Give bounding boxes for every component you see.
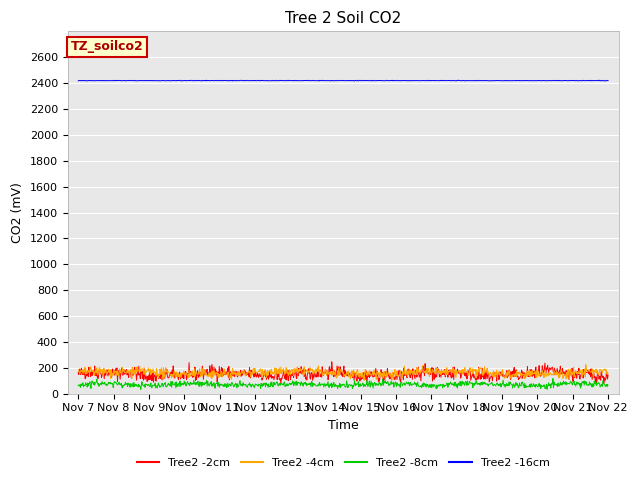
Tree2 -8cm — [289, 379, 297, 384]
Tree2 -8cm — [439, 385, 447, 391]
Tree2 -16cm — [439, 78, 447, 84]
Tree2 -8cm — [137, 386, 145, 392]
Tree2 -4cm — [308, 367, 316, 373]
Tree2 -2cm — [439, 368, 447, 374]
Line: Tree2 -2cm: Tree2 -2cm — [78, 362, 608, 384]
Line: Tree2 -4cm: Tree2 -4cm — [78, 365, 608, 381]
Tree2 -16cm — [454, 77, 462, 83]
Line: Tree2 -8cm: Tree2 -8cm — [78, 379, 608, 389]
Tree2 -4cm — [289, 367, 296, 372]
Tree2 -4cm — [498, 368, 506, 374]
Tree2 -8cm — [308, 379, 316, 385]
Legend: Tree2 -2cm, Tree2 -4cm, Tree2 -8cm, Tree2 -16cm: Tree2 -2cm, Tree2 -4cm, Tree2 -8cm, Tree… — [132, 454, 554, 472]
Tree2 -16cm — [604, 78, 612, 84]
Text: TZ_soilco2: TZ_soilco2 — [70, 40, 143, 53]
Y-axis label: CO2 (mV): CO2 (mV) — [11, 182, 24, 243]
Tree2 -16cm — [488, 78, 496, 84]
Tree2 -16cm — [129, 77, 136, 83]
X-axis label: Time: Time — [328, 419, 358, 432]
Tree2 -16cm — [74, 78, 82, 84]
Tree2 -8cm — [604, 383, 612, 388]
Tree2 -16cm — [289, 78, 296, 84]
Tree2 -8cm — [129, 384, 136, 389]
Tree2 -16cm — [315, 78, 323, 84]
Tree2 -8cm — [74, 383, 82, 388]
Tree2 -8cm — [488, 380, 496, 385]
Tree2 -4cm — [582, 362, 589, 368]
Tree2 -4cm — [129, 364, 136, 370]
Tree2 -4cm — [604, 371, 612, 376]
Tree2 -2cm — [604, 372, 612, 378]
Tree2 -2cm — [363, 381, 371, 386]
Tree2 -2cm — [498, 372, 506, 378]
Tree2 -8cm — [549, 376, 557, 382]
Tree2 -4cm — [388, 378, 396, 384]
Tree2 -16cm — [498, 78, 506, 84]
Tree2 -2cm — [74, 370, 82, 375]
Tree2 -2cm — [289, 373, 296, 379]
Tree2 -2cm — [129, 372, 136, 377]
Line: Tree2 -16cm: Tree2 -16cm — [78, 80, 608, 81]
Tree2 -2cm — [308, 370, 316, 375]
Tree2 -4cm — [488, 373, 496, 379]
Tree2 -4cm — [439, 369, 447, 374]
Tree2 -2cm — [488, 378, 496, 384]
Tree2 -4cm — [74, 367, 82, 372]
Tree2 -16cm — [308, 78, 316, 84]
Tree2 -8cm — [498, 382, 506, 388]
Tree2 -2cm — [328, 359, 335, 365]
Title: Tree 2 Soil CO2: Tree 2 Soil CO2 — [285, 11, 401, 26]
